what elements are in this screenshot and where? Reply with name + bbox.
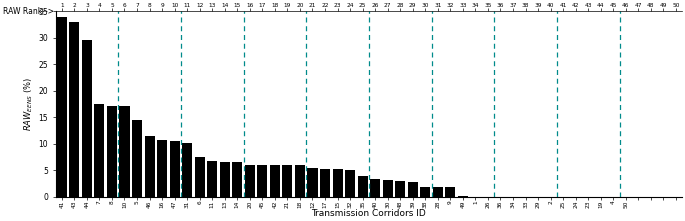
Bar <box>345 170 355 197</box>
Bar <box>433 187 443 197</box>
Bar <box>207 161 217 197</box>
Bar <box>69 22 79 197</box>
Bar <box>232 162 242 197</box>
Bar <box>383 180 393 197</box>
Bar <box>458 196 468 197</box>
Bar <box>295 165 305 197</box>
Bar <box>119 106 129 197</box>
Bar <box>220 162 229 197</box>
Y-axis label: $RAW_{EENS}$ (%): $RAW_{EENS}$ (%) <box>23 77 36 131</box>
Bar <box>408 182 418 197</box>
Bar <box>170 141 179 197</box>
Bar <box>320 169 330 197</box>
Bar <box>282 164 292 197</box>
Bar <box>358 176 368 197</box>
Bar <box>258 164 267 197</box>
Bar <box>395 181 406 197</box>
Bar <box>332 169 342 197</box>
Bar <box>308 168 318 197</box>
Bar <box>132 120 142 197</box>
Bar <box>370 179 380 197</box>
Bar <box>82 40 92 197</box>
Bar <box>270 164 280 197</box>
Bar <box>57 17 67 197</box>
X-axis label: Transmission Corridors ID: Transmission Corridors ID <box>312 209 426 218</box>
Bar <box>195 157 205 197</box>
Bar <box>182 143 192 197</box>
Bar <box>421 187 430 197</box>
Bar <box>157 140 167 197</box>
Bar <box>145 136 155 197</box>
Bar <box>95 104 104 197</box>
Bar <box>107 106 117 197</box>
Bar <box>245 164 255 197</box>
Text: RAW Rank-->: RAW Rank--> <box>3 7 54 16</box>
Bar <box>445 187 456 197</box>
